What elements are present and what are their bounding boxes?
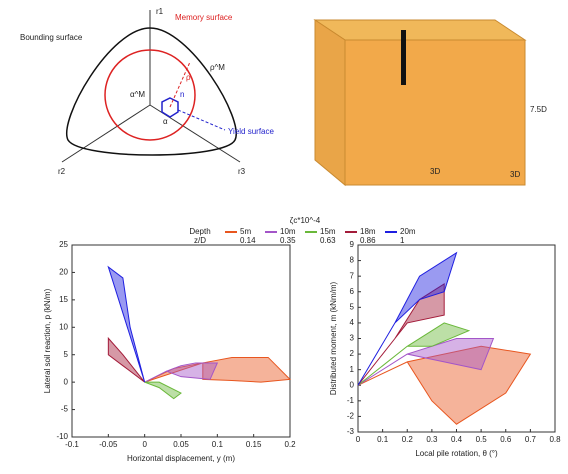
plot-frame — [71, 244, 291, 438]
hysteresis-loop — [357, 251, 458, 386]
axis-label: r2 — [58, 167, 66, 176]
annotation: Memory surface — [175, 13, 233, 22]
y-tick-label: 20 — [59, 268, 68, 277]
y-tick-label: 10 — [59, 322, 68, 331]
y-tick-label: 2 — [350, 349, 355, 358]
legend-label: 18m — [360, 227, 376, 236]
x-tick-label: 0.1 — [212, 440, 224, 449]
y-tick-label: 7 — [350, 271, 355, 280]
box-front — [344, 39, 526, 186]
x-tick-label: -0.05 — [99, 440, 118, 449]
y-tick-label: 15 — [59, 295, 68, 304]
hysteresis-loop — [357, 345, 532, 425]
annotation: α^M — [130, 90, 145, 99]
memory-surface — [104, 49, 196, 141]
y-tick-label: 4 — [350, 318, 355, 327]
axis-label: r1 — [156, 7, 164, 16]
y-tick-label: -2 — [347, 412, 355, 421]
x-tick-label: 0.7 — [525, 435, 537, 444]
annotation: Yield surface — [228, 127, 275, 136]
x-tick-label: 0.15 — [246, 440, 262, 449]
x-tick-label: 0.1 — [377, 435, 389, 444]
legend-title: Depth — [189, 227, 210, 236]
annotation: ρ^M — [210, 63, 225, 72]
box-side — [314, 19, 346, 187]
y-tick-label: 3 — [350, 334, 355, 343]
x-tick-label: 0.4 — [451, 435, 463, 444]
x-axis-label: Horizontal displacement, y (m) — [127, 454, 235, 463]
x-tick-label: 0 — [356, 435, 361, 444]
pile — [401, 30, 406, 85]
y-tick-label: -1 — [347, 396, 355, 405]
x-tick-label: 0.8 — [549, 435, 561, 444]
axis-line — [61, 104, 151, 163]
annotation: ρ — [186, 73, 191, 82]
hysteresis-loop — [357, 283, 445, 386]
legend-label: 10m — [280, 227, 296, 236]
dimension-label: 7.5D — [530, 105, 547, 114]
legend-depth: 1 — [400, 236, 405, 245]
y-tick-label: 0 — [64, 377, 69, 386]
y-tick-label: 5 — [350, 302, 355, 311]
pile-model: 3D 3D 7.5D — [313, 19, 547, 187]
rho-line — [169, 61, 191, 108]
x-tick-label: -0.1 — [65, 440, 79, 449]
dimension-label: 3D — [510, 170, 520, 179]
y-tick-label: 5 — [64, 350, 69, 359]
yield-leader — [177, 109, 226, 131]
y-tick-label: 0 — [350, 380, 355, 389]
x-tick-label: 0 — [142, 440, 147, 449]
bounding-surface — [66, 27, 237, 156]
legend-depth: 0.86 — [360, 236, 376, 245]
y-axis-label: Lateral soil reaction, p (kN/m) — [43, 288, 52, 393]
legend-label: 15m — [320, 227, 336, 236]
y-tick-label: -5 — [61, 405, 69, 414]
hysteresis-loop — [357, 322, 471, 386]
hysteresis-loop — [144, 362, 219, 383]
legend-label: 20m — [400, 227, 416, 236]
y-axis-label: Distributed moment, m (kNm/m) — [329, 281, 338, 395]
legend-label: 5m — [240, 227, 251, 236]
y-tick-label: -10 — [56, 432, 68, 441]
legend-depth: 0.63 — [320, 236, 336, 245]
annotation: α — [163, 117, 168, 126]
hysteresis-loop — [107, 336, 146, 383]
x-tick-label: 0.3 — [426, 435, 438, 444]
axis-label: r3 — [238, 167, 246, 176]
legend-note: ζc*10^-4 — [290, 216, 321, 225]
hysteresis-loop — [107, 265, 146, 383]
surface-diagram: r1 r2 r3 Bounding surface Memory surface… — [20, 7, 275, 176]
y-tick-label: 25 — [59, 240, 68, 249]
hysteresis-loop — [144, 381, 182, 400]
y-tick-label: 8 — [350, 256, 355, 265]
y-tick-label: 1 — [350, 365, 355, 374]
legend-depth: 0.14 — [240, 236, 256, 245]
x-axis-label: Local pile rotation, θ (°) — [415, 449, 498, 458]
legend-depth: 0.35 — [280, 236, 296, 245]
legend-subtitle: z/D — [194, 236, 206, 245]
yield-surface — [161, 97, 179, 118]
y-tick-label: 6 — [350, 287, 355, 296]
hysteresis-loop — [357, 338, 495, 386]
x-tick-label: 0.05 — [173, 440, 189, 449]
annotation: n — [180, 90, 184, 99]
x-tick-label: 0.6 — [500, 435, 512, 444]
hysteresis-loop — [144, 356, 292, 383]
x-tick-label: 0.2 — [284, 440, 296, 449]
y-tick-label: -3 — [347, 427, 355, 436]
x-tick-label: 0.2 — [402, 435, 414, 444]
x-tick-label: 0.5 — [476, 435, 488, 444]
box-top — [313, 19, 527, 41]
dimension-label: 3D — [430, 167, 440, 176]
y-tick-label: 9 — [350, 240, 355, 249]
annotation: Bounding surface — [20, 33, 83, 42]
